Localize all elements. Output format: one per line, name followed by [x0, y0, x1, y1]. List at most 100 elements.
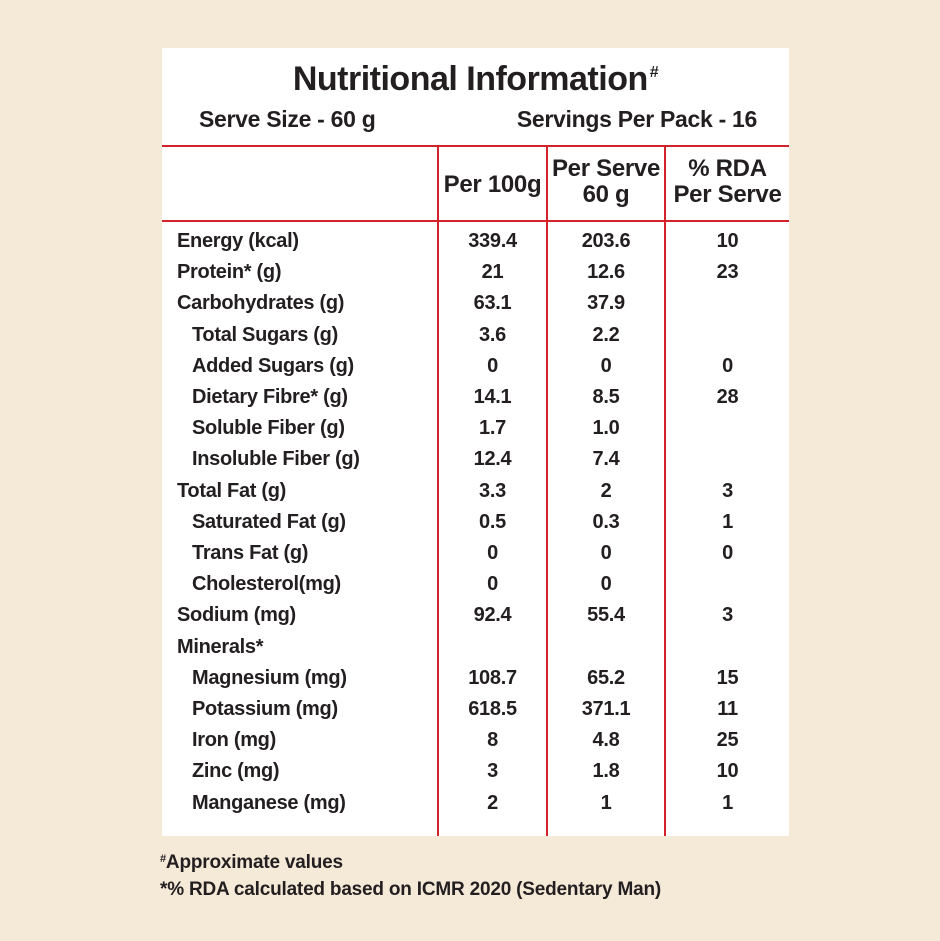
nutrient-label: Magnesium (mg)	[192, 666, 347, 689]
value-per-100g: 1.7	[479, 417, 506, 440]
value-rda: 0	[722, 354, 733, 377]
col-header-per-serve-line2: 60 g	[582, 181, 630, 208]
value-per-serve: 0	[600, 573, 612, 596]
value-per-serve: 1	[600, 791, 612, 814]
value-per-serve: 8.5	[592, 386, 620, 408]
value-per-serve: 12.6	[587, 261, 625, 284]
nutrient-label: Dietary Fibre* (g)	[192, 386, 348, 408]
col-header-rda-line1: % RDA	[688, 155, 767, 182]
value-rda: 10	[716, 230, 739, 252]
value-per-100g: 63.1	[473, 292, 512, 315]
value-per-100g: 3.3	[479, 479, 506, 502]
footnote-approx-mark: #	[160, 853, 166, 865]
value-rda: 25	[716, 729, 739, 752]
nutrient-label: Iron (mg)	[192, 729, 276, 752]
nutrient-label: Total Sugars (g)	[192, 323, 338, 346]
value-per-100g: 21	[481, 261, 504, 284]
value-per-serve: 4.8	[592, 729, 620, 752]
nutrient-label: Carbohydrates (g)	[177, 292, 345, 315]
nutrient-label: Insoluble Fiber (g)	[192, 448, 360, 471]
nutrient-row: Sodium (mg) 92.4 55.4 3	[162, 600, 789, 631]
nutrient-label: Total Fat (g)	[177, 479, 287, 502]
panel-title: Nutritional Information #	[162, 60, 789, 99]
col-header-rda-line2: Per Serve	[673, 181, 782, 208]
footnote-approx-text: Approximate values	[165, 852, 343, 873]
value-per-100g: 618.5	[468, 698, 517, 720]
value-per-100g: 0	[487, 573, 498, 596]
servings-per-pack: Servings Per Pack - 16	[516, 106, 757, 132]
nutrient-label: Cholesterol(mg)	[192, 573, 341, 596]
value-rda: 3	[722, 479, 733, 502]
value-rda: 15	[716, 666, 739, 689]
title-text: Nutritional Information	[292, 60, 648, 98]
nutrient-label: Potassium (mg)	[192, 698, 338, 720]
value-per-serve: 7.4	[592, 448, 620, 471]
nutrient-row: Soluble Fiber (g) 1.7 1.0	[162, 413, 789, 444]
value-rda: 1	[722, 510, 733, 533]
nutrient-row: Potassium (mg) 618.5 371.1 11	[162, 694, 789, 725]
nutrient-row: Trans Fat (g) 0 0 0	[162, 538, 789, 569]
nutrient-row: Iron (mg) 8 4.8 25	[162, 725, 789, 756]
value-per-serve: 1.0	[592, 417, 620, 440]
value-rda: 3	[722, 604, 733, 627]
col-header-rda: % RDA Per Serve	[666, 156, 789, 208]
value-per-100g: 8	[487, 729, 498, 752]
nutrient-row: Carbohydrates (g) 63.1 37.9	[162, 288, 789, 319]
nutrient-row: Protein* (g) 21 12.6 23	[162, 257, 789, 288]
header-divider-top	[162, 145, 789, 147]
value-per-serve: 203.6	[581, 230, 631, 252]
nutrient-row: Saturated Fat (g) 0.5 0.3 1	[162, 507, 789, 538]
serve-size: Serve Size - 60 g	[199, 106, 376, 132]
value-per-serve: 2	[600, 479, 612, 502]
nutrient-label: Sodium (mg)	[177, 604, 296, 627]
value-per-100g: 3	[487, 760, 498, 783]
value-per-serve: 37.9	[587, 292, 625, 315]
value-per-serve: 0	[600, 354, 612, 377]
value-per-100g: 2	[487, 791, 498, 814]
nutrient-row: Energy (kcal) 339.4 203.6 10	[162, 226, 789, 257]
column-divider-3	[664, 145, 666, 836]
nutrient-row: Magnesium (mg) 108.7 65.2 15	[162, 663, 789, 694]
col-header-per-serve-line1: Per Serve	[551, 155, 661, 182]
nutrient-label: Energy (kcal)	[177, 230, 299, 252]
header-divider-bottom	[162, 220, 789, 222]
nutrient-row: Cholesterol(mg) 0 0	[162, 569, 789, 600]
footnote-approx: #Approximate values	[160, 852, 343, 874]
nutrient-row: Total Fat (g) 3.3 2 3	[162, 476, 789, 507]
value-rda: 0	[722, 542, 733, 564]
col-header-per100: Per 100g	[443, 171, 542, 198]
value-per-serve: 1.8	[592, 760, 620, 783]
value-per-serve: 371.1	[581, 698, 631, 720]
value-per-100g: 0	[487, 354, 498, 377]
nutrient-row: Insoluble Fiber (g) 12.4 7.4	[162, 444, 789, 475]
value-per-100g: 108.7	[468, 666, 517, 689]
nutrient-label: Manganese (mg)	[192, 791, 346, 814]
nutrient-label: Zinc (mg)	[192, 760, 280, 783]
value-per-100g: 92.4	[473, 604, 512, 627]
column-divider-2	[546, 145, 548, 836]
value-rda: 10	[716, 760, 739, 783]
nutrient-row: Minerals*	[162, 632, 789, 663]
value-per-serve: 0.3	[592, 510, 620, 533]
nutrient-label: Trans Fat (g)	[192, 542, 309, 564]
nutrient-label: Protein* (g)	[177, 261, 282, 284]
value-rda: 23	[716, 261, 739, 284]
value-per-100g: 0	[487, 542, 498, 564]
value-per-serve: 0	[600, 542, 612, 564]
value-per-100g: 14.1	[473, 386, 512, 408]
col-header-per-serve: Per Serve 60 g	[548, 156, 664, 208]
nutrient-label: Minerals*	[177, 635, 264, 658]
nutrient-row: Manganese (mg) 2 1 1	[162, 788, 789, 819]
column-divider-1	[437, 145, 439, 836]
value-per-100g: 12.4	[473, 448, 512, 471]
value-per-100g: 0.5	[479, 510, 506, 533]
value-rda: 28	[716, 386, 739, 408]
nutrient-row: Total Sugars (g) 3.6 2.2	[162, 320, 789, 351]
footnote-rda: *% RDA calculated based on ICMR 2020 (Se…	[160, 879, 661, 900]
value-rda: 11	[717, 698, 738, 720]
nutrient-label: Soluble Fiber (g)	[192, 417, 345, 440]
value-per-serve: 2.2	[592, 323, 620, 346]
nutrient-row: Zinc (mg) 3 1.8 10	[162, 756, 789, 787]
value-per-serve: 55.4	[587, 604, 625, 627]
title-footnote-mark: #	[649, 64, 659, 81]
